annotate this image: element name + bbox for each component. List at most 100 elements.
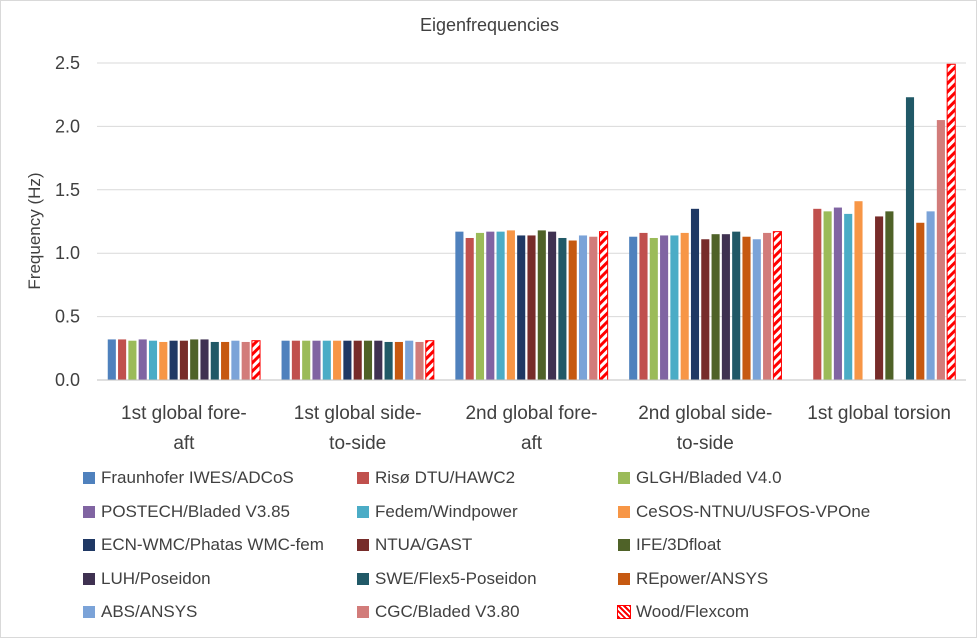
legend-label: SWE/Flex5-Poseidon	[375, 568, 537, 588]
legend-item: Fedem/Windpower	[357, 497, 518, 527]
legend-item: GLGH/Bladed V4.0	[618, 463, 782, 493]
legend-item: Wood/Flexcom	[617, 597, 750, 627]
bar	[844, 213, 853, 380]
bar	[772, 231, 782, 381]
legend-swatch	[357, 539, 369, 551]
legend-item: POSTECH/Bladed V3.85	[83, 497, 290, 527]
legend-swatch	[83, 472, 95, 484]
x-category-label: 2nd global fore-	[465, 403, 597, 424]
bar	[425, 340, 435, 381]
bar	[405, 340, 414, 380]
bar	[415, 341, 424, 380]
legend-item: Fraunhofer IWES/ADCoS	[83, 463, 294, 493]
bar	[701, 239, 710, 380]
bar	[281, 340, 290, 380]
bar	[680, 232, 689, 380]
bar	[833, 207, 842, 380]
bar	[506, 230, 515, 380]
legend-label: Wood/Flexcom	[636, 602, 750, 621]
bar	[711, 234, 720, 380]
bar	[537, 230, 546, 380]
legend-label: NTUA/GAST	[375, 535, 473, 554]
bar	[496, 231, 505, 380]
legend-label: IFE/3Dfloat	[636, 535, 722, 554]
bar	[916, 222, 925, 380]
bar	[639, 232, 648, 380]
bar	[599, 231, 609, 381]
bar	[629, 236, 638, 380]
bar	[138, 339, 147, 380]
x-category-label: 2nd global side-	[638, 403, 772, 424]
bar	[763, 232, 772, 380]
legend-swatch	[617, 605, 631, 619]
y-tick-label: 1.0	[55, 243, 80, 263]
legend-item: REpower/ANSYS	[618, 564, 768, 594]
legend-swatch	[357, 472, 369, 484]
bar	[384, 341, 393, 380]
legend-label: Fedem/Windpower	[375, 501, 518, 521]
bar	[721, 234, 730, 380]
bar	[251, 340, 261, 381]
bar	[159, 341, 168, 380]
bar	[312, 340, 321, 380]
bar	[322, 340, 331, 380]
bar	[854, 201, 863, 380]
bar	[578, 235, 588, 380]
bar	[568, 240, 577, 380]
legend-label: ABS/ANSYS	[101, 602, 198, 621]
bar	[742, 236, 751, 380]
bar	[936, 120, 945, 380]
bar	[589, 236, 598, 380]
y-tick-label: 2.0	[55, 116, 80, 136]
legend-item: CGC/Bladed V3.80	[357, 597, 520, 627]
bar	[649, 237, 658, 380]
legend-label: REpower/ANSYS	[636, 568, 769, 588]
legend-label: POSTECH/Bladed V3.85	[101, 501, 290, 521]
y-tick-label: 0.0	[55, 370, 80, 390]
bar	[475, 232, 485, 380]
bar	[291, 340, 300, 380]
y-tick-label: 2.5	[55, 53, 80, 73]
x-category-label: 1st global torsion	[807, 403, 951, 424]
legend-item: Risø DTU/HAWC2	[357, 463, 515, 493]
legend-swatch	[83, 505, 95, 518]
x-category-label: to-side	[677, 433, 734, 454]
legend-label: LUH/Poseidon	[101, 568, 211, 588]
bar	[210, 341, 219, 380]
bar	[926, 211, 935, 380]
bar	[394, 341, 403, 380]
bar	[752, 239, 761, 380]
legend-swatch	[618, 539, 630, 551]
bar	[333, 340, 342, 380]
legend-item: LUH/Poseidon	[83, 564, 211, 594]
legend-swatch	[618, 472, 630, 484]
legend-item: IFE/3Dfloat	[618, 530, 721, 560]
legend-swatch	[357, 505, 369, 518]
bar	[363, 340, 373, 380]
bar	[302, 340, 311, 380]
legend-swatch	[618, 505, 630, 518]
y-tick-label: 1.5	[55, 180, 80, 200]
legend-label: CGC/Bladed V3.80	[375, 602, 520, 621]
bar	[690, 208, 700, 380]
bar	[732, 231, 741, 380]
bar	[875, 216, 884, 380]
bar	[823, 211, 832, 380]
legend-item: ABS/ANSYS	[83, 597, 197, 627]
legend-label: ECN-WMC/Phatas WMC-fem	[101, 535, 324, 554]
bar	[670, 235, 679, 380]
x-category-label: aft	[173, 433, 195, 454]
legend-item: ECN-WMC/Phatas WMC-fem	[83, 530, 324, 560]
bar	[374, 340, 383, 380]
bar	[343, 340, 352, 380]
x-category-label: 1st global fore-	[121, 403, 247, 424]
bar	[517, 235, 526, 380]
legend-swatch	[357, 572, 369, 585]
bar	[179, 340, 188, 380]
legend-label: Risø DTU/HAWC2	[375, 468, 516, 487]
y-tick-label: 0.5	[55, 307, 80, 327]
bar	[169, 340, 178, 380]
bar	[200, 339, 209, 380]
legend-label: CeSOS-NTNU/USFOS-VPOne	[636, 501, 871, 521]
